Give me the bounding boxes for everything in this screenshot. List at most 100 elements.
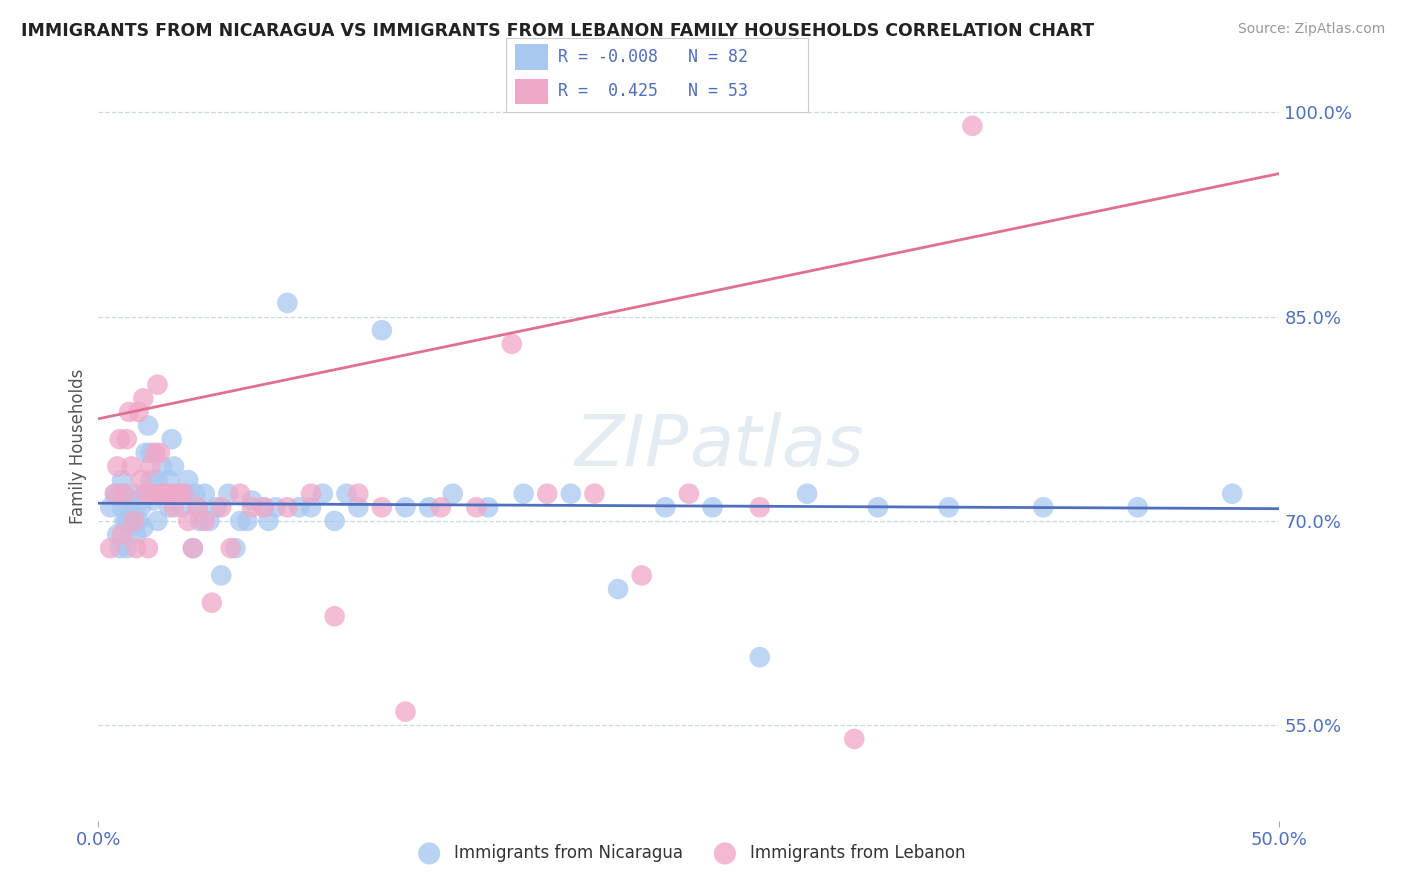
Text: ZIP: ZIP bbox=[575, 411, 689, 481]
Point bbox=[748, 500, 770, 515]
Point bbox=[1126, 500, 1149, 515]
Point bbox=[299, 500, 322, 515]
Point bbox=[167, 486, 190, 500]
Point bbox=[111, 473, 134, 487]
Text: Source: ZipAtlas.com: Source: ZipAtlas.com bbox=[1237, 22, 1385, 37]
Point bbox=[153, 486, 176, 500]
Point bbox=[135, 486, 157, 500]
Point bbox=[418, 500, 440, 515]
Point bbox=[129, 500, 152, 515]
Point bbox=[165, 486, 187, 500]
Point bbox=[312, 486, 335, 500]
Point bbox=[167, 486, 190, 500]
Point bbox=[607, 582, 630, 596]
Point bbox=[125, 527, 148, 541]
Point bbox=[139, 473, 162, 487]
Point bbox=[323, 514, 346, 528]
Point bbox=[209, 568, 232, 582]
Point bbox=[104, 486, 127, 500]
Point bbox=[157, 486, 180, 500]
Text: R =  0.425   N = 53: R = 0.425 N = 53 bbox=[558, 82, 748, 100]
Bar bbox=[515, 78, 548, 104]
Point bbox=[181, 541, 204, 556]
Point bbox=[111, 527, 134, 541]
Point bbox=[253, 500, 276, 515]
Point bbox=[115, 541, 138, 556]
Point bbox=[347, 500, 370, 515]
Point bbox=[121, 493, 143, 508]
Point bbox=[108, 541, 131, 556]
Point bbox=[128, 514, 150, 528]
Point bbox=[229, 486, 252, 500]
Point bbox=[172, 486, 194, 500]
Point bbox=[177, 514, 200, 528]
Point bbox=[205, 500, 228, 515]
Point bbox=[299, 486, 322, 500]
Point bbox=[748, 650, 770, 665]
Point bbox=[143, 486, 166, 500]
Point bbox=[323, 609, 346, 624]
Point bbox=[157, 500, 180, 515]
Point bbox=[264, 500, 287, 515]
Text: atlas: atlas bbox=[689, 411, 863, 481]
Point bbox=[139, 459, 162, 474]
Bar bbox=[515, 45, 548, 70]
Point bbox=[201, 596, 224, 610]
Point bbox=[501, 336, 523, 351]
Point bbox=[129, 473, 152, 487]
Point bbox=[962, 119, 984, 133]
Point bbox=[219, 541, 242, 556]
Point bbox=[441, 486, 464, 500]
Point bbox=[121, 459, 143, 474]
Point bbox=[105, 527, 128, 541]
Point bbox=[477, 500, 499, 515]
Point bbox=[187, 500, 209, 515]
Point bbox=[536, 486, 558, 500]
Point bbox=[104, 486, 127, 500]
Point bbox=[115, 514, 138, 528]
Point bbox=[112, 486, 135, 500]
Point bbox=[938, 500, 960, 515]
Point bbox=[135, 446, 157, 460]
Point bbox=[128, 405, 150, 419]
Point bbox=[142, 493, 165, 508]
Point bbox=[678, 486, 700, 500]
Y-axis label: Family Households: Family Households bbox=[69, 368, 87, 524]
Point bbox=[240, 500, 263, 515]
Point bbox=[125, 541, 148, 556]
Point bbox=[394, 500, 416, 515]
Point bbox=[163, 459, 186, 474]
Point bbox=[866, 500, 889, 515]
Point bbox=[112, 514, 135, 528]
Point bbox=[146, 473, 169, 487]
Point bbox=[430, 500, 453, 515]
Point bbox=[188, 514, 211, 528]
Point bbox=[194, 486, 217, 500]
Point bbox=[371, 500, 394, 515]
Point bbox=[146, 377, 169, 392]
Point bbox=[236, 514, 259, 528]
Point bbox=[288, 500, 311, 515]
Point bbox=[654, 500, 676, 515]
Text: IMMIGRANTS FROM NICARAGUA VS IMMIGRANTS FROM LEBANON FAMILY HOUSEHOLDS CORRELATI: IMMIGRANTS FROM NICARAGUA VS IMMIGRANTS … bbox=[21, 22, 1094, 40]
Point bbox=[209, 500, 232, 515]
Point bbox=[253, 500, 276, 515]
Text: R = -0.008   N = 82: R = -0.008 N = 82 bbox=[558, 48, 748, 66]
Point bbox=[702, 500, 724, 515]
Point bbox=[149, 446, 172, 460]
Point bbox=[146, 514, 169, 528]
Point bbox=[163, 500, 186, 515]
Point bbox=[174, 486, 197, 500]
Point bbox=[560, 486, 582, 500]
Point bbox=[1220, 486, 1243, 500]
Point bbox=[1032, 500, 1054, 515]
Point bbox=[105, 459, 128, 474]
Point bbox=[335, 486, 357, 500]
Legend: Immigrants from Nicaragua, Immigrants from Lebanon: Immigrants from Nicaragua, Immigrants fr… bbox=[406, 838, 972, 869]
Point bbox=[122, 514, 145, 528]
Point bbox=[276, 500, 298, 515]
Point bbox=[122, 514, 145, 528]
Point bbox=[583, 486, 606, 500]
Point bbox=[98, 500, 121, 515]
Point bbox=[465, 500, 488, 515]
